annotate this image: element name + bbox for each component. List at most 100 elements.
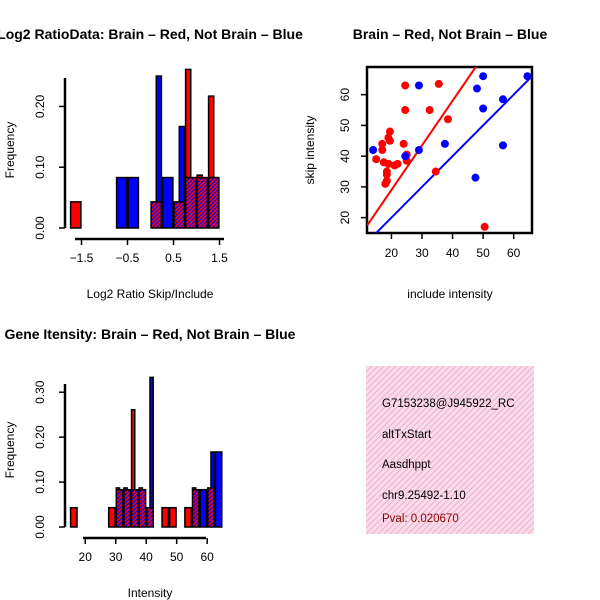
ratio-x-tick-label: −1.5 [70, 251, 94, 265]
scatter-x-tick-label: 20 [385, 246, 399, 260]
brain-point [443, 115, 452, 124]
not-brain-point [401, 152, 410, 161]
intensity-histogram-bars [69, 376, 223, 528]
intensity-brain-bar [123, 487, 128, 491]
brain-point [425, 106, 434, 115]
intensity-y-tick-label: 0.00 [33, 515, 47, 539]
brain-point [378, 139, 387, 148]
ratio-overlap-bar [173, 201, 186, 229]
ratio-histogram-ticks: −1.5 −0.5 0.5 1.5 0.00 0.10 0.20 [33, 94, 228, 265]
intensity-histogram-xlabel: Intensity [128, 586, 173, 600]
brain-point [372, 155, 381, 164]
not-brain-point [473, 84, 481, 93]
ratio-y-tick-label: 0.20 [33, 94, 47, 118]
intensity-y-tick-label: 0.10 [33, 470, 47, 494]
intensity-x-tick-label: 30 [109, 550, 123, 564]
ratio-overlap-bar [196, 176, 209, 229]
scatter-x-tick-label: 30 [415, 246, 429, 260]
scatter-y-tick-label: 40 [338, 149, 352, 163]
info-box [366, 366, 534, 534]
intensity-histogram-panel: Gene Itensity: Brain – Red, Not Brain – … [3, 326, 296, 600]
not-brain-point [479, 72, 488, 81]
ratio-overlap-bar [150, 201, 163, 229]
intensity-histogram-ticks: 20 30 40 50 60 0.00 0.10 0.20 0.30 [33, 380, 214, 564]
intensity-brain-bar [115, 487, 121, 491]
brain-fit-line [367, 67, 477, 227]
ratio-y-tick-label: 0.00 [33, 216, 47, 240]
scatter-y-tick-label: 20 [338, 211, 352, 225]
intensity-brain-bar [138, 487, 144, 491]
intensity-overlap-bar [123, 488, 132, 528]
intensity-overlap-bar [138, 488, 147, 528]
scatter-x-tick-label: 40 [446, 246, 460, 260]
scatter-title: Brain – Red, Not Brain – Blue [353, 26, 548, 42]
intensity-brain-bar [161, 506, 170, 528]
scatter-x-tick-label: 60 [507, 246, 521, 260]
brain-point [382, 170, 391, 179]
intensity-brain-bar [184, 506, 193, 528]
info-panel: G7153238@J945922_RC altTxStart Aasdhppt … [366, 366, 534, 534]
brain-point [399, 139, 408, 148]
intensity-overlap-bar [115, 488, 124, 528]
scatter-panel: Brain – Red, Not Brain – Blue 20 30 40 50 60… [303, 26, 548, 301]
intensity-not-brain-bar [214, 451, 223, 528]
intensity-x-tick-label: 50 [170, 550, 184, 564]
ratio-x-tick-label: 0.5 [165, 251, 182, 265]
brain-point [381, 179, 390, 188]
intensity-x-tick-label: 40 [140, 550, 154, 564]
ratio-not-brain-bar [127, 176, 140, 229]
ratio-y-tick-label: 0.10 [33, 155, 47, 179]
not-brain-point [471, 173, 480, 182]
not-brain-point [498, 141, 507, 150]
info-location: chr9.25492-1.10 [382, 490, 466, 502]
intensity-overlap-bar [191, 488, 200, 528]
intensity-overlap-bar [146, 506, 154, 528]
ratio-histogram-ylabel: Frequency [3, 122, 17, 179]
ratio-overlap-bar [184, 176, 197, 229]
ratio-not-brain-bar [115, 176, 128, 229]
intensity-not-brain-bar [149, 376, 154, 509]
not-brain-point [479, 104, 488, 113]
not-brain-point [523, 72, 532, 81]
ratio-histogram-panel: Log2 RatioData: Brain – Red, Not Brain –… [0, 26, 303, 301]
scatter-frame [365, 65, 534, 235]
brain-point [385, 136, 394, 145]
not-brain-point [440, 139, 449, 148]
intensity-brain-bar [69, 506, 78, 528]
info-event-type: altTxStart [382, 429, 432, 441]
brain-point [401, 81, 410, 90]
intensity-not-brain-bar [210, 451, 215, 489]
scatter-y-tick-label: 50 [338, 118, 352, 132]
intensity-overlap-bar [206, 487, 215, 528]
ratio-brain-bar [196, 174, 204, 179]
scatter-xlabel: include intensity [407, 287, 492, 301]
scatter-ticks: 20 30 40 50 60 20 30 40 50 60 [338, 88, 521, 260]
intensity-y-tick-label: 0.30 [33, 380, 47, 404]
ratio-histogram-title: Log2 RatioData: Brain – Red, Not Brain –… [0, 26, 303, 42]
info-gene-name: Aasdhppt [382, 459, 431, 471]
intensity-histogram-ylabel: Frequency [3, 422, 17, 479]
not-brain-point [369, 146, 378, 154]
brain-point [378, 146, 387, 154]
brain-point [431, 167, 440, 176]
info-probe-id: G7153238@J945922_RC [382, 398, 515, 410]
scatter-y-tick-label: 30 [338, 180, 352, 194]
intensity-x-tick-label: 60 [200, 550, 214, 564]
brain-point [384, 159, 393, 168]
not-brain-point [414, 146, 423, 154]
ratio-histogram-bars [69, 68, 220, 229]
scatter-y-tick-label: 60 [338, 88, 352, 102]
intensity-brain-bar [107, 506, 116, 528]
intensity-histogram-title: Gene Itensity: Brain – Red, Not Brain – … [5, 326, 296, 342]
brain-point [390, 161, 399, 170]
ratio-histogram-xlabel: Log2 Ratio Skip/Include [87, 287, 214, 301]
brain-point [480, 222, 489, 231]
intensity-brain-bar [130, 408, 136, 491]
intensity-overlap-bar [130, 488, 139, 528]
intensity-y-tick-label: 0.20 [33, 425, 47, 449]
brain-point [434, 79, 443, 88]
ratio-overlap-bar [207, 176, 220, 229]
ratio-brain-bar [207, 95, 215, 179]
ratio-brain-bar [184, 68, 192, 179]
